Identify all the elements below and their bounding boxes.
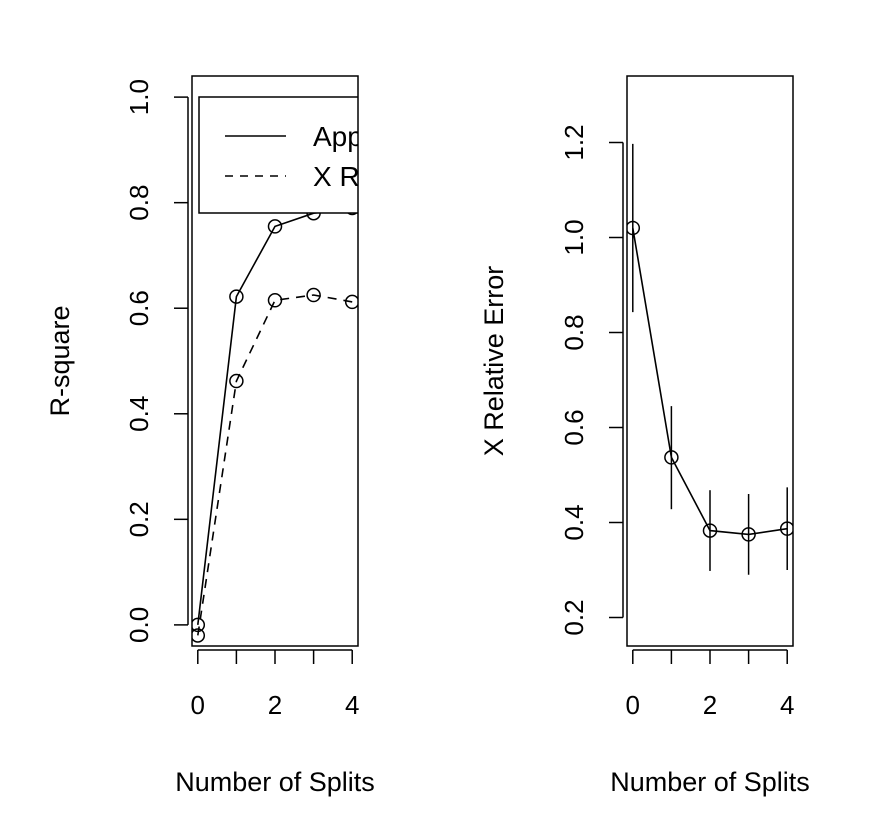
left-series-1-point <box>306 287 321 303</box>
right-plot-frame <box>626 75 794 647</box>
chart-right: 0 2 4 0.2 0.4 0.6 0.8 1.0 1.2 Number of Splits X… <box>479 75 810 797</box>
right-x-tick-label: 4 <box>780 690 794 720</box>
left-x-tick-label: 4 <box>345 690 359 720</box>
right-y-tick-label: 1.0 <box>559 219 589 255</box>
legend-entry-xr: X R <box>313 161 360 192</box>
left-series-1-point <box>267 293 283 308</box>
left-x-tick-label: 2 <box>268 690 282 720</box>
right-x-tick-label: 0 <box>626 690 640 720</box>
chart-left: App X R 0 2 4 0.0 0.2 0.4 0.6 0.8 1.0 Number of … <box>45 75 375 797</box>
left-y-tick-label: 0.8 <box>124 185 154 221</box>
left-series-1-line <box>197 294 353 636</box>
right-series-0-line <box>632 227 788 536</box>
left-series-layer <box>192 200 358 643</box>
left-y-tick-label: 1.0 <box>124 79 154 115</box>
left-series-0-point <box>229 289 244 304</box>
right-series-0-point <box>779 521 793 536</box>
left-series-1-point <box>344 294 358 310</box>
left-series-0-point <box>267 219 283 234</box>
right-y-tick-label: 0.8 <box>559 314 589 350</box>
right-y-tick-label: 0.2 <box>559 599 589 635</box>
legend-box <box>198 96 358 214</box>
left-series-0-line <box>197 207 353 625</box>
left-y-tick-label: 0.2 <box>124 501 154 537</box>
left-y-tick-label: 0.6 <box>124 290 154 326</box>
right-series-0-point <box>741 527 756 542</box>
right-x-axis-title: Number of Splits <box>610 767 810 797</box>
left-x-axis-title: Number of Splits <box>175 767 375 797</box>
right-x-tick-label: 2 <box>703 690 717 720</box>
right-series-0-point <box>627 220 641 236</box>
right-axes: 0 2 4 0.2 0.4 0.6 0.8 1.0 1.2 <box>559 124 794 720</box>
left-axes: 0 2 4 0.0 0.2 0.4 0.6 0.8 1.0 <box>124 79 359 720</box>
left-legend: App X R <box>198 96 363 214</box>
right-series-0-point <box>702 523 718 538</box>
left-series-1-point <box>192 628 206 643</box>
left-y-tick-label: 0.0 <box>124 607 154 643</box>
left-y-axis-title: R-square <box>45 305 75 416</box>
left-series-1-point <box>229 373 244 389</box>
left-y-tick-label: 0.4 <box>124 396 154 432</box>
legend-entry-app: App <box>313 121 363 152</box>
right-y-tick-label: 0.4 <box>559 504 589 540</box>
right-y-axis-title: X Relative Error <box>479 266 509 457</box>
right-y-tick-label: 1.2 <box>559 124 589 160</box>
right-y-tick-label: 0.6 <box>559 409 589 445</box>
left-x-tick-label: 0 <box>191 690 205 720</box>
right-series-0-point <box>664 450 679 465</box>
left-plot-frame <box>191 75 359 647</box>
right-series-layer <box>627 143 793 575</box>
